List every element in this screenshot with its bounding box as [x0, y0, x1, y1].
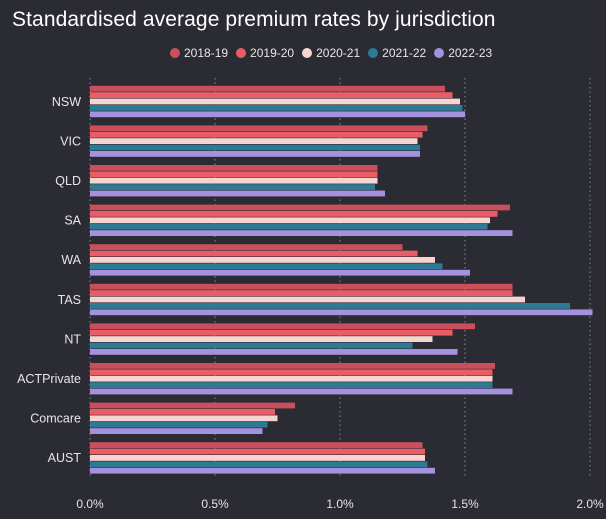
bar-NT-2018-19[interactable] — [90, 323, 475, 330]
bar-NT-2019-20[interactable] — [90, 329, 453, 336]
bar-WA-2020-21[interactable] — [90, 257, 435, 263]
bar-VIC-2020-21[interactable] — [90, 138, 418, 144]
bar-TAS-2019-20[interactable] — [90, 290, 513, 296]
legend-marker — [302, 48, 313, 58]
bar-VIC-2019-20[interactable] — [90, 131, 423, 138]
bar-WA-2022-23[interactable] — [90, 269, 470, 276]
legend-item-2019-20: 2019-20 — [236, 46, 294, 60]
bar-SA-2022-23[interactable] — [90, 230, 513, 236]
category-label-NSW: NSW — [52, 95, 81, 109]
legend-label: 2019-20 — [250, 46, 295, 60]
bar-Comcare-2020-21[interactable] — [90, 415, 278, 422]
bar-SA-2021-22[interactable] — [90, 223, 488, 230]
legend-label: 2018-19 — [184, 46, 229, 60]
category-label-Comcare: Comcare — [30, 412, 81, 426]
bar-NT-2020-21[interactable] — [90, 336, 433, 342]
bar-NSW-2019-20[interactable] — [90, 92, 453, 98]
bar-TAS-2022-23[interactable] — [90, 309, 593, 316]
bar-NSW-2020-21[interactable] — [90, 98, 460, 105]
category-label-SA: SA — [64, 214, 81, 228]
legend-item-2022-23: 2022-23 — [434, 46, 492, 60]
bar-AUST-2022-23[interactable] — [90, 467, 435, 474]
x-tick-label: 0.0% — [76, 497, 104, 511]
category-label-AUST: AUST — [48, 451, 82, 465]
category-label-NT: NT — [64, 332, 81, 346]
bar-SA-2018-19[interactable] — [90, 204, 510, 211]
bar-ACTPrivate-2019-20[interactable] — [90, 369, 493, 376]
legend-item-2021-22: 2021-22 — [368, 46, 426, 60]
bar-QLD-2022-23[interactable] — [90, 190, 385, 197]
bar-AUST-2019-20[interactable] — [90, 448, 425, 455]
bar-ACTPrivate-2022-23[interactable] — [90, 388, 513, 395]
legend-label: 2022-23 — [448, 46, 493, 60]
bar-QLD-2019-20[interactable] — [90, 171, 378, 178]
legend-label: 2020-21 — [316, 46, 361, 60]
legend-marker — [170, 48, 180, 58]
legend-marker — [434, 48, 445, 58]
bar-QLD-2020-21[interactable] — [90, 177, 378, 184]
bar-AUST-2018-19[interactable] — [90, 442, 423, 448]
category-label-QLD: QLD — [55, 174, 81, 188]
bar-Comcare-2019-20[interactable] — [90, 409, 275, 415]
legend-marker — [368, 48, 379, 58]
bar-VIC-2018-19[interactable] — [90, 125, 428, 132]
bar-QLD-2018-19[interactable] — [90, 165, 378, 171]
bar-SA-2020-21[interactable] — [90, 217, 490, 224]
bar-AUST-2020-21[interactable] — [90, 455, 425, 461]
x-tick-label: 0.5% — [201, 497, 229, 511]
x-tick-label: 1.0% — [326, 497, 354, 511]
category-label-TAS: TAS — [58, 293, 81, 307]
category-label-ACTPrivate: ACTPrivate — [17, 372, 81, 386]
bar-AUST-2021-22[interactable] — [90, 461, 428, 468]
bar-ACTPrivate-2020-21[interactable] — [90, 375, 493, 382]
bar-WA-2021-22[interactable] — [90, 263, 443, 270]
bar-Comcare-2022-23[interactable] — [90, 428, 263, 434]
category-label-VIC: VIC — [60, 134, 81, 148]
category-label-WA: WA — [61, 253, 81, 267]
bar-SA-2019-20[interactable] — [90, 211, 498, 217]
legend-item-2018-19: 2018-19 — [170, 46, 228, 60]
bar-NT-2022-23[interactable] — [90, 349, 458, 355]
bar-NSW-2021-22[interactable] — [90, 105, 463, 111]
legend-label: 2021-22 — [382, 46, 427, 60]
bar-VIC-2022-23[interactable] — [90, 151, 420, 157]
bar-ACTPrivate-2018-19[interactable] — [90, 363, 495, 369]
bar-TAS-2021-22[interactable] — [90, 303, 570, 309]
x-tick-label: 1.5% — [451, 497, 479, 511]
bar-NSW-2018-19[interactable] — [90, 85, 445, 92]
bar-VIC-2021-22[interactable] — [90, 144, 420, 151]
bar-Comcare-2018-19[interactable] — [90, 402, 295, 409]
bar-TAS-2018-19[interactable] — [90, 283, 513, 290]
bar-WA-2019-20[interactable] — [90, 250, 418, 257]
bar-Comcare-2021-22[interactable] — [90, 421, 268, 428]
x-tick-label: 2.0% — [576, 497, 604, 511]
chart-legend: 2018-19 2019-20 2020-21 2021-22 2022-23 — [170, 46, 500, 60]
bar-QLD-2021-22[interactable] — [90, 184, 375, 190]
bar-NSW-2022-23[interactable] — [90, 111, 465, 118]
legend-marker — [236, 48, 247, 58]
bar-ACTPrivate-2021-22[interactable] — [90, 382, 493, 388]
bar-NT-2021-22[interactable] — [90, 342, 413, 349]
legend-item-2020-21: 2020-21 — [302, 46, 360, 60]
chart-title: Standardised average premium rates by ju… — [12, 8, 496, 31]
bar-TAS-2020-21[interactable] — [90, 296, 525, 303]
bar-WA-2018-19[interactable] — [90, 244, 403, 250]
